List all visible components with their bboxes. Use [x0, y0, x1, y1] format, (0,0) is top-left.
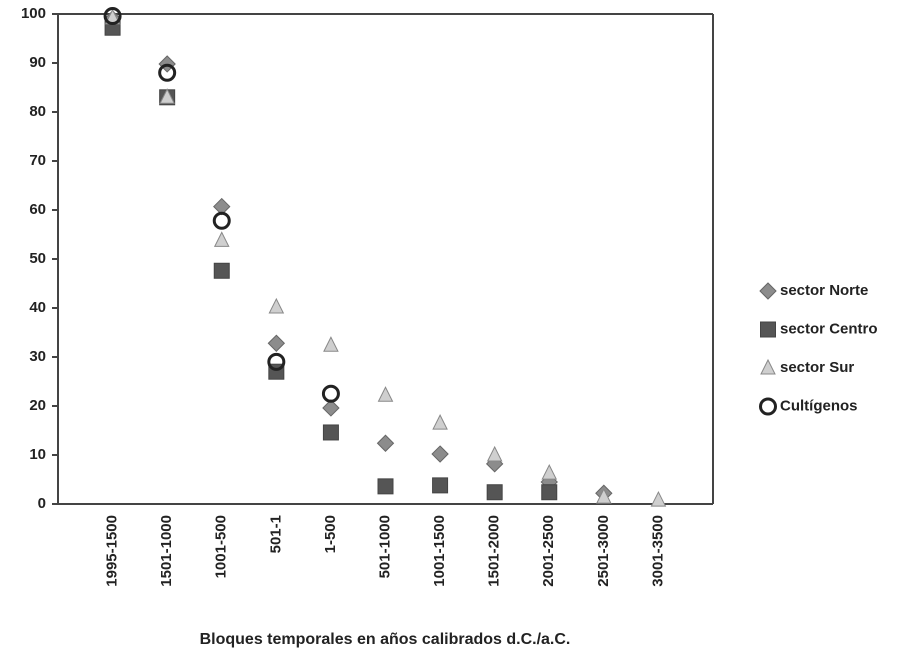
y-tick-label: 90: [29, 54, 46, 71]
x-tick-label: 1001-500: [213, 515, 230, 578]
x-tick-label: 1995-1500: [104, 515, 121, 587]
point: [650, 490, 667, 507]
y-tick-label: 60: [29, 201, 46, 218]
legend-label: sector Sur: [780, 359, 854, 376]
point: [322, 399, 340, 417]
legend-marker: [760, 321, 776, 338]
legend-marker: [759, 397, 777, 416]
x-tick-label: 1501-1000: [158, 515, 175, 587]
point: [541, 464, 558, 480]
y-tick-label: 100: [21, 5, 46, 22]
point: [486, 484, 503, 501]
y-tick-label: 50: [29, 250, 46, 267]
legend-marker: [760, 358, 776, 375]
y-tick-label: 0: [38, 495, 46, 512]
point: [377, 478, 394, 495]
point: [213, 262, 230, 279]
point: [267, 352, 286, 371]
y-tick-label: 70: [29, 152, 46, 169]
y-tick-label: 40: [29, 299, 46, 316]
point: [541, 484, 558, 501]
point: [376, 434, 395, 452]
point: [596, 488, 612, 504]
legend-label: sector Centro: [780, 320, 878, 337]
point: [486, 445, 503, 462]
x-tick-label: 2001-2500: [540, 515, 557, 587]
x-tick-label: 2501-3000: [595, 515, 612, 587]
x-axis-title: Bloques temporales en años calibrados d.…: [200, 631, 571, 648]
x-tick-label: 3001-3500: [649, 515, 666, 587]
x-tick-label: 1-500: [322, 515, 339, 553]
y-tick-label: 30: [29, 348, 46, 365]
x-tick-label: 501-1: [267, 515, 284, 553]
point: [322, 424, 339, 441]
legend-marker: [759, 282, 777, 300]
y-tick-label: 20: [29, 397, 46, 414]
point: [432, 414, 448, 430]
point: [323, 336, 339, 352]
y-tick-label: 10: [29, 446, 46, 463]
point: [213, 231, 230, 247]
x-tick-label: 1001-1500: [431, 515, 448, 587]
legend-label: sector Norte: [780, 282, 868, 299]
point: [103, 6, 122, 25]
point: [158, 63, 177, 82]
point: [377, 386, 394, 402]
y-tick-label: 80: [29, 103, 46, 120]
point: [321, 384, 340, 403]
x-tick-label: 501-1000: [376, 515, 393, 578]
point: [431, 445, 449, 463]
x-tick-label: 1501-2000: [486, 515, 503, 587]
point: [267, 334, 286, 352]
point: [212, 211, 231, 230]
point: [268, 297, 285, 314]
point: [159, 88, 175, 104]
legend-label: Cultígenos: [780, 397, 858, 414]
point: [432, 477, 449, 494]
